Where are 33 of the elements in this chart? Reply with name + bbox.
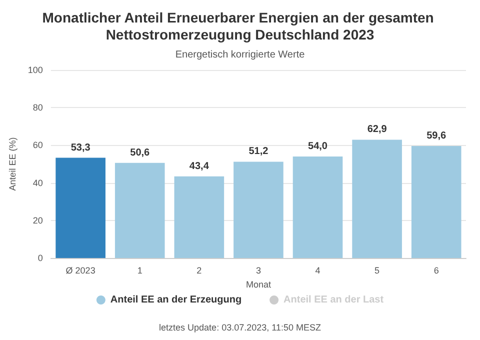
y-tick-label: 20 <box>32 215 43 226</box>
x-tick-label: 4 <box>315 266 320 276</box>
bar <box>56 158 106 258</box>
bar <box>234 162 284 258</box>
bar <box>292 156 343 258</box>
y-tick-label: 80 <box>32 102 43 113</box>
bar <box>114 162 165 258</box>
x-tick-label: 1 <box>137 266 142 276</box>
x-tick-label: Ø 2023 <box>66 266 96 276</box>
data-label: 50,6 <box>130 147 150 158</box>
y-tick-label: 60 <box>32 140 43 150</box>
data-label: 53,3 <box>70 142 91 154</box>
bar <box>174 176 224 258</box>
data-label: 54,0 <box>308 140 328 152</box>
y-tick-label: 0 <box>38 253 43 263</box>
y-tick-label: 40 <box>32 178 43 188</box>
x-tick-label: 3 <box>256 266 261 276</box>
bar <box>352 140 402 258</box>
data-label: 43,4 <box>189 160 210 172</box>
data-label: 62,9 <box>367 124 388 136</box>
x-tick-label: 6 <box>434 266 439 276</box>
x-tick-label: 5 <box>374 266 380 276</box>
data-label: 51,2 <box>248 146 269 158</box>
legend-label: Anteil EE an der Erzeugung <box>110 294 242 306</box>
x-axis-title: Monat <box>246 280 272 290</box>
x-tick-label: 2 <box>196 266 202 276</box>
y-axis-title: Anteil EE (%) <box>8 137 18 191</box>
text: letztes Update: 03.07.2023, 11:50 MESZ <box>159 322 322 332</box>
y-tick-label: 100 <box>28 65 43 75</box>
chart-subtitle: Energetisch korrigierte Werte <box>175 50 306 60</box>
bar <box>411 146 462 258</box>
data-label: 59,6 <box>426 130 447 142</box>
chart-title: Monatlicher Anteil Erneuerbarer Energien an der gesamten Nettostromerzeugung Deutschland 2023 <box>42 10 438 42</box>
